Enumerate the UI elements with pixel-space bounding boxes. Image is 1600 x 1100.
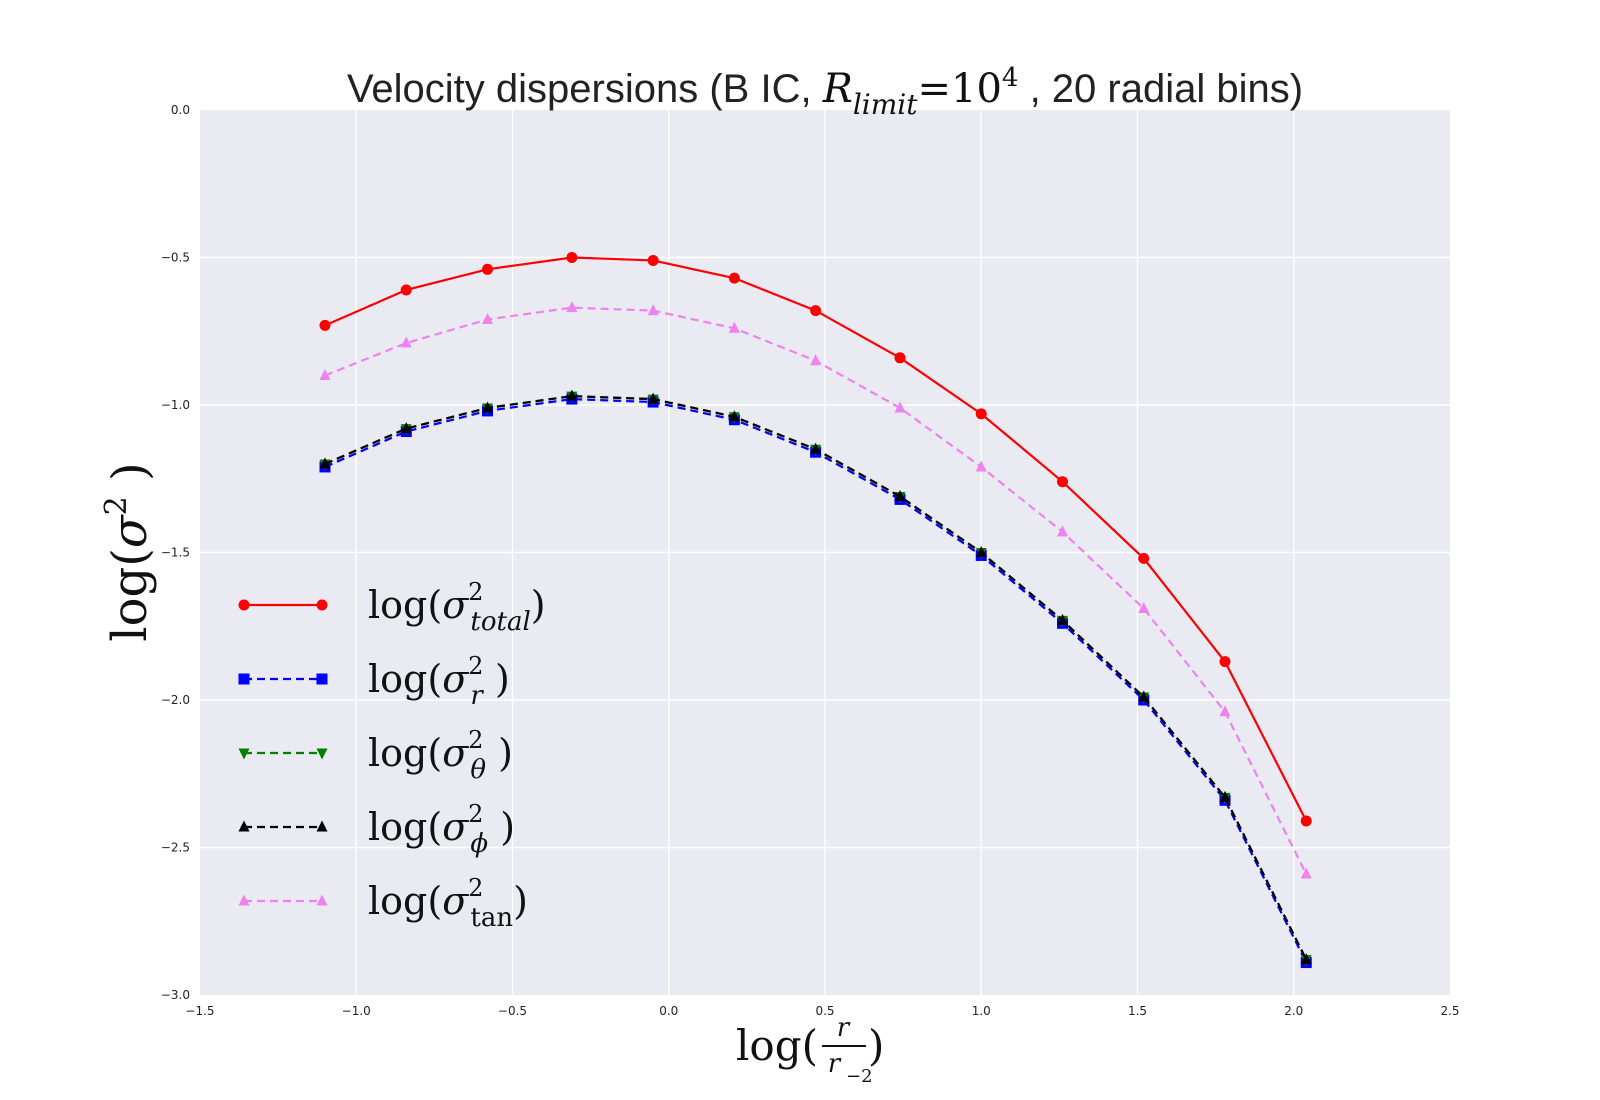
legend-label-suffix: ) [486,731,513,775]
legend-label-prefix: log( [368,657,442,701]
y-tick-label: −2.5 [161,841,190,855]
data-point-total [401,284,412,295]
legend-label-symbol: σ [442,731,469,775]
legend-label-subscript: ϕ [470,829,488,859]
x-tick-label: 1.5 [1128,1004,1147,1018]
x-axis-label-suffix: ) [868,1021,884,1070]
x-tick-label: 0.0 [659,1004,678,1018]
legend-label-prefix: log( [368,879,442,923]
x-tick-label: 2.0 [1284,1004,1303,1018]
x-tick-label: −0.5 [498,1004,527,1018]
y-axis-label-exponent: 2 [99,496,134,515]
title-math-exponent: 4 [1002,63,1019,93]
y-axis-label: log(σ2 ) [99,462,158,642]
legend-label-suffix: ) [513,879,528,923]
legend-label-suffix: ) [488,805,515,849]
title-prefix: Velocity dispersions (B IC, [347,67,823,111]
data-point-total [320,320,331,331]
legend-label-symbol: σ [442,805,469,849]
data-point-total [729,273,740,284]
data-point-total [976,408,987,419]
data-point-total [648,255,659,266]
legend-marker-r [239,674,250,685]
legend-label-symbol: σ [442,879,469,923]
y-tick-label: −1.0 [161,398,190,412]
x-tick-label: −1.5 [185,1004,214,1018]
legend-label-prefix: log( [368,805,442,849]
y-axis-label-prefix: log( [102,548,158,642]
data-point-total [1220,656,1231,667]
y-axis-label-symbol: σ [102,514,158,548]
data-point-total [1138,553,1149,564]
legend-label-subscript: total [470,607,530,637]
legend-label-exponent: 2 [468,578,483,606]
legend-label-exponent: 2 [468,726,483,754]
data-point-total [810,305,821,316]
title-math-symbol: R [822,66,853,112]
x-tick-label: 2.5 [1440,1004,1459,1018]
x-axis-label-numerator: r [837,1013,851,1043]
y-axis-label-suffix: ) [102,462,158,496]
legend-marker-total [239,600,250,611]
data-point-total [566,252,577,263]
title-math-equals: =10 [917,66,1001,112]
legend-marker-r [317,674,328,685]
title-math-subscript: limit [853,88,918,121]
legend-label-suffix: ) [531,583,546,627]
legend-label-prefix: log( [368,583,442,627]
y-tick-label: −1.5 [161,546,190,560]
legend-label-subscript: tan [470,903,513,933]
legend-label-symbol: σ [442,583,469,627]
y-tick-label: −0.5 [161,251,190,265]
x-tick-label: 1.0 [972,1004,991,1018]
legend-label-exponent: 2 [468,874,483,902]
data-point-total [1301,815,1312,826]
legend-label-symbol: σ [442,657,469,701]
data-point-total [482,264,493,275]
x-axis-label-denominator: r [828,1049,842,1079]
legend-label-suffix: ) [483,657,510,701]
data-point-total [895,352,906,363]
legend-label-prefix: log( [368,731,442,775]
x-tick-label: −1.0 [342,1004,371,1018]
title-suffix: , 20 radial bins) [1018,67,1303,111]
legend-label-exponent: 2 [468,800,483,828]
legend-label-exponent: 2 [468,652,483,680]
legend-marker-total [317,600,328,611]
x-tick-label: 0.5 [815,1004,834,1018]
x-axis-label-prefix: log( [736,1021,818,1070]
y-tick-label: −2.0 [161,693,190,707]
legend-label-subscript: θ [470,755,486,785]
y-tick-label: −3.0 [161,988,190,1002]
y-tick-label: 0.0 [171,103,190,117]
data-point-total [1057,476,1068,487]
